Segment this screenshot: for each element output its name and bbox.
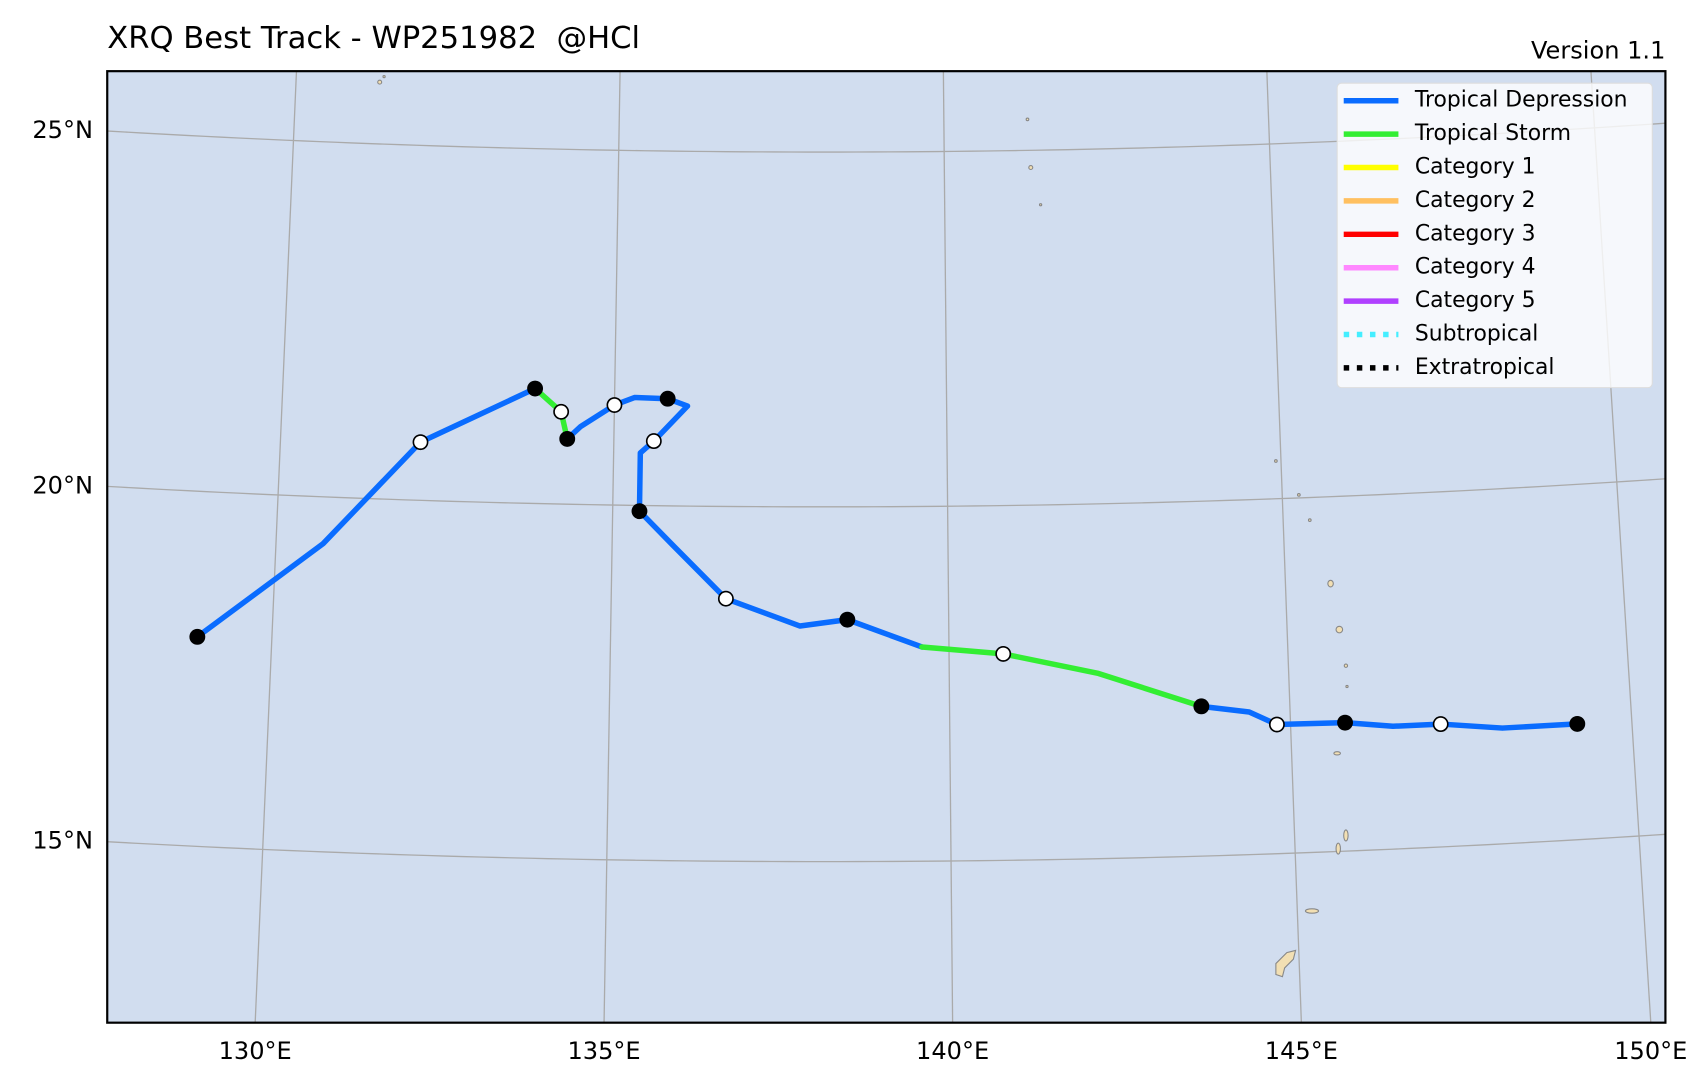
island (1275, 949, 1297, 978)
grid-line (942, 71, 954, 1023)
island (1304, 908, 1320, 914)
version-label: Version 1.1 (1531, 36, 1665, 64)
track-fix (1268, 716, 1285, 733)
track-fix (631, 503, 648, 520)
island (1038, 203, 1043, 207)
island (382, 75, 386, 79)
y-tick-label: 20°N (32, 471, 93, 499)
grid-line (254, 71, 298, 1023)
track-fix (1432, 716, 1449, 733)
island (1028, 165, 1034, 171)
track-fix (717, 590, 734, 607)
islands (377, 75, 1349, 978)
track-fix (553, 403, 570, 420)
x-tick-label: 145°E (1265, 1037, 1338, 1065)
legend-label: Category 5 (1415, 288, 1536, 313)
island (1274, 459, 1278, 463)
track-fix (645, 433, 662, 450)
track-fix (606, 397, 623, 413)
island (1345, 684, 1349, 689)
track-fix (527, 380, 544, 397)
track-fix (189, 628, 206, 645)
island (1307, 518, 1312, 522)
chart-title: XRQ Best Track - WP251982 @HCl (107, 21, 640, 56)
legend-label: Tropical Storm (1414, 121, 1571, 146)
x-tick-label: 130°E (219, 1037, 292, 1065)
island (1296, 493, 1301, 497)
island (1327, 579, 1334, 588)
track-fix (1193, 698, 1210, 715)
axes: 130°E 135°E 140°E 145°E 150°E 15°N 20°N 25°N (32, 116, 1687, 1065)
legend-label: Category 3 (1415, 221, 1536, 246)
track-fix (559, 430, 576, 447)
grid-line (603, 71, 621, 1023)
island (1335, 625, 1344, 634)
legend-label: Tropical Depression (1414, 88, 1628, 113)
track-fix (659, 390, 676, 407)
legend-label: Category 4 (1415, 255, 1536, 280)
track-fix (995, 645, 1012, 662)
legend: Tropical Depression Tropical Storm Categor… (1336, 82, 1653, 389)
track-fix (412, 434, 429, 451)
grid-line (107, 478, 1666, 508)
legend-label: Subtropical (1415, 322, 1539, 347)
x-tick-label: 150°E (1614, 1037, 1687, 1065)
island (1333, 751, 1341, 756)
plot-frame (106, 70, 1667, 1024)
track-fix (839, 611, 856, 628)
legend-label: Category 2 (1415, 188, 1536, 213)
y-tick-label: 25°N (32, 116, 93, 144)
legend-label: Extratropical (1415, 355, 1555, 380)
x-tick-label: 135°E (567, 1037, 640, 1065)
legend-box (1336, 82, 1653, 389)
island (1025, 117, 1030, 122)
track-fix (1569, 715, 1586, 732)
grid-line (107, 833, 1666, 863)
island (377, 79, 383, 85)
island (1335, 842, 1341, 855)
fixes (189, 380, 1586, 733)
island (1343, 663, 1349, 668)
track-fix (1337, 714, 1353, 731)
island (1343, 829, 1349, 842)
y-tick-label: 15°N (32, 827, 93, 855)
legend-label: Category 1 (1415, 155, 1536, 180)
x-tick-label: 140°E (916, 1037, 989, 1065)
grid-line (1266, 71, 1303, 1023)
